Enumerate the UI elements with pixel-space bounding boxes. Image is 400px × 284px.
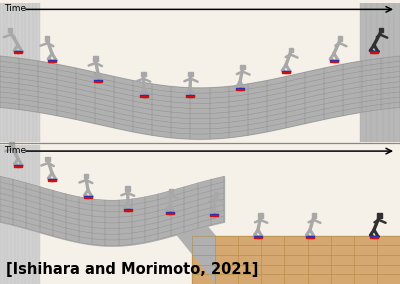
Bar [169,212,174,214]
Polygon shape [0,3,40,142]
Bar [93,56,98,61]
Bar [48,61,53,62]
Bar [84,197,89,198]
Bar [370,52,375,53]
Bar [17,52,22,53]
Bar [17,166,22,167]
Bar [127,210,132,211]
Bar [210,215,215,216]
Bar [14,166,19,167]
Bar [257,237,262,238]
Bar [254,237,259,238]
Bar [312,214,316,218]
Bar [8,28,12,32]
Bar [14,165,19,166]
Bar [51,61,56,62]
Bar [377,214,382,218]
Bar [285,72,290,73]
Bar [239,88,244,89]
Bar [51,179,56,180]
Bar [51,60,56,61]
Bar [188,72,193,76]
Bar [330,60,335,61]
Bar [306,237,311,238]
Bar [97,80,102,81]
Bar [48,180,53,181]
Bar [333,61,338,62]
Bar [141,72,146,76]
Bar [94,81,99,82]
Bar [94,80,99,81]
Bar [333,60,338,61]
Bar [379,28,384,32]
Bar [124,209,129,210]
Text: Time: Time [4,4,26,13]
Bar [46,156,50,161]
Text: [Ishihara and Morimoto, 2021]: [Ishihara and Morimoto, 2021] [6,262,258,277]
Bar [48,60,53,61]
Bar [373,236,378,237]
Bar [124,210,129,211]
Bar [282,71,287,72]
Bar [257,236,262,237]
Polygon shape [360,3,400,142]
Bar [373,52,378,53]
Bar [143,96,148,97]
Bar [17,51,22,52]
Bar [213,214,218,215]
Bar [289,48,293,52]
Bar [9,143,14,147]
Bar [97,81,102,82]
Bar [285,71,290,72]
Bar [140,96,145,97]
Bar [127,209,132,210]
Bar [189,95,194,96]
Bar [373,237,378,238]
Bar [282,72,287,73]
Bar [169,189,173,194]
Bar [370,51,375,52]
Bar [51,180,56,181]
Bar [17,165,22,166]
Bar [143,95,148,96]
Bar [330,61,335,62]
Bar [338,36,342,41]
Polygon shape [176,189,216,284]
Bar [14,51,19,52]
Bar [210,214,215,215]
Bar [239,89,244,90]
Bar [306,236,311,237]
Bar [254,236,259,237]
Bar [213,215,218,216]
Bar [240,65,245,69]
Bar [186,95,191,96]
Bar [84,174,88,178]
Bar [87,197,92,198]
Bar [309,236,314,237]
Bar [14,52,19,53]
Polygon shape [0,145,40,284]
Bar [189,96,194,97]
Bar [370,237,375,238]
Bar [84,196,89,197]
Bar [236,89,241,90]
Bar [309,237,314,238]
Bar [373,51,378,52]
Bar [214,192,218,197]
Bar [186,96,191,97]
Bar [258,214,263,218]
Bar [140,95,145,96]
Bar [87,196,92,197]
Bar [236,88,241,89]
Bar [166,212,171,214]
Bar [370,236,375,237]
Bar [125,186,130,191]
Text: Time: Time [4,146,26,155]
Bar [48,179,53,180]
Bar [45,36,49,41]
